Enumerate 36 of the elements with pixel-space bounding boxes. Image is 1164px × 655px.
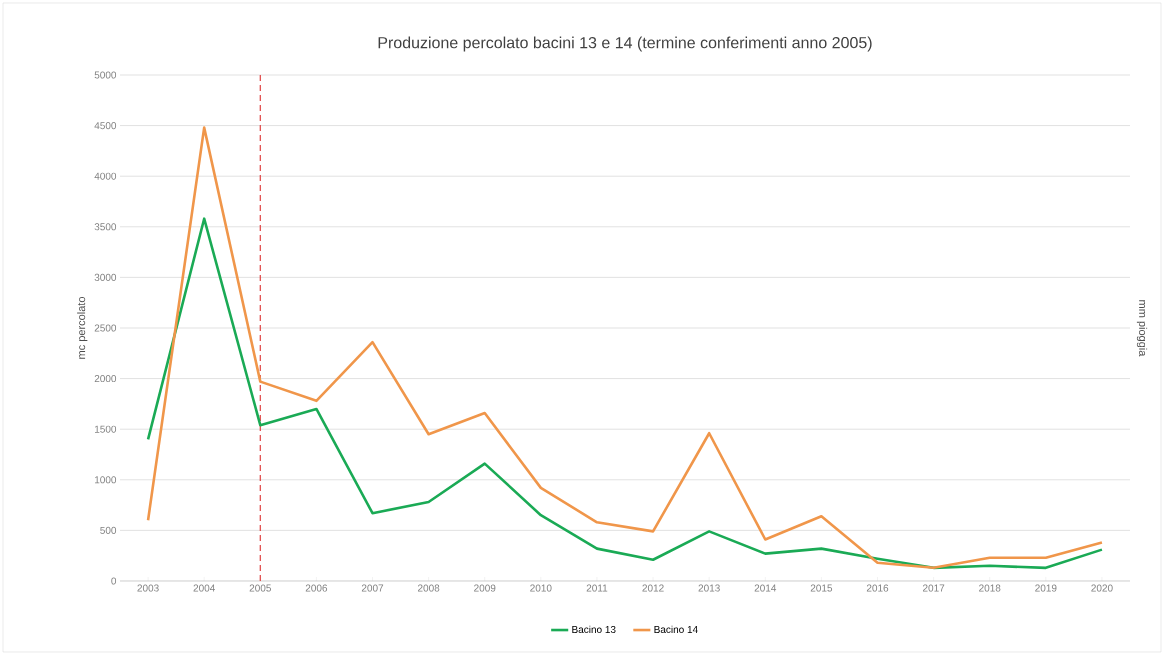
legend-label: Bacino 13 — [572, 625, 616, 634]
y-tick-label: 3500 — [94, 223, 117, 231]
x-tick-label: 2010 — [530, 584, 552, 592]
x-tick-label: 2019 — [1035, 584, 1057, 592]
x-tick-label: 2014 — [754, 584, 777, 592]
x-tick-label: 2013 — [698, 584, 720, 592]
x-tick-label: 2016 — [866, 584, 889, 592]
y-tick-label: 1500 — [95, 425, 117, 433]
x-tick-label: 2011 — [586, 584, 608, 592]
x-tick-label: 2009 — [474, 584, 496, 592]
chart-title: Produzione percolato bacini 13 e 14 (termine conferimenti anno 2005) — [378, 36, 872, 52]
y-tick-label: 2000 — [94, 375, 117, 383]
x-tick-label: 2006 — [305, 584, 328, 592]
y-tick-label: 2500 — [94, 324, 117, 332]
line-series — [146, 126, 1104, 570]
x-tick-label: 2007 — [361, 584, 384, 592]
y-tick-label: 5000 — [94, 71, 117, 79]
x-tick-label: 2008 — [418, 584, 440, 592]
x-tick-label: 2015 — [810, 584, 833, 592]
y2-axis-title: mm pioggia — [1136, 300, 1148, 357]
y-tick-label: 1000 — [95, 476, 117, 484]
y-tick-label: 4500 — [94, 122, 117, 130]
y-axis-title: mc percolato — [77, 296, 88, 359]
x-tick-label: 2003 — [137, 584, 159, 592]
x-tick-label: 2005 — [249, 584, 271, 592]
y-tick-label: 0 — [111, 577, 117, 585]
x-tick-label: 2020 — [1091, 584, 1113, 592]
x-tick-label: 2018 — [979, 584, 1001, 592]
y-tick-label: 4000 — [94, 172, 117, 180]
y-tick-label: 3000 — [94, 273, 117, 281]
legend-label: Bacino 14 — [654, 625, 698, 634]
x-tick-label: 2012 — [642, 584, 664, 592]
line-series — [146, 217, 1104, 570]
y-tick-label: 500 — [100, 526, 117, 534]
x-tick-label: 2017 — [922, 584, 945, 592]
x-tick-label: 2004 — [193, 584, 215, 592]
